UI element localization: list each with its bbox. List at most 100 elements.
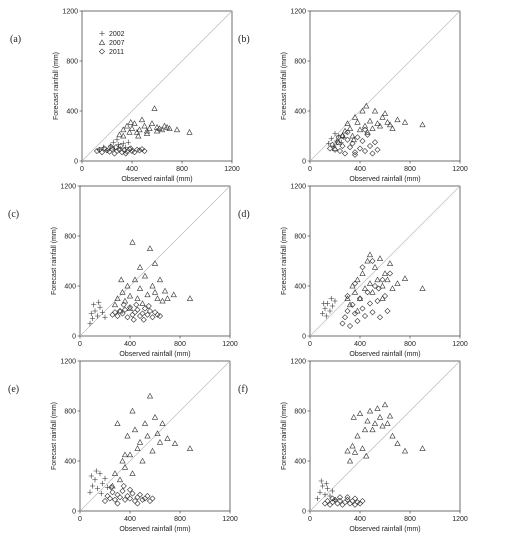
reference-line xyxy=(309,185,461,337)
data-point-2002 xyxy=(114,137,120,143)
data-point-2002 xyxy=(97,470,103,477)
data-point-2002 xyxy=(92,308,98,314)
data-point-2007 xyxy=(151,260,159,266)
data-point-2011 xyxy=(366,300,374,307)
data-point-2002 xyxy=(322,305,328,312)
chart-panel: 0 400 800 1200 0 400 800 1200 Observed rainfall … xyxy=(10,9,240,184)
x-tick-label: 0 xyxy=(308,516,312,523)
data-point-2007 xyxy=(349,442,356,449)
data-point-2007 xyxy=(384,420,391,426)
data-point-2011 xyxy=(109,489,116,496)
x-tick-label: 0 xyxy=(80,166,84,173)
data-point-2011 xyxy=(141,495,149,502)
data-point-2007 xyxy=(386,412,394,419)
data-point-2007 xyxy=(376,255,384,261)
legend-label: 2011 xyxy=(109,49,124,56)
data-point-2002 xyxy=(110,139,116,145)
data-point-2007 xyxy=(354,432,361,439)
data-point-2007 xyxy=(118,276,125,283)
data-point-2002 xyxy=(125,139,131,145)
data-point-2011 xyxy=(140,316,147,323)
data-point-2011 xyxy=(359,497,366,505)
data-point-2007 xyxy=(381,110,389,116)
data-point-2011 xyxy=(346,322,354,330)
data-point-2007 xyxy=(350,414,357,420)
data-point-2007 xyxy=(135,132,142,139)
data-point-2011 xyxy=(121,496,129,503)
data-point-2011 xyxy=(130,316,137,323)
data-point-2011 xyxy=(344,136,351,143)
data-point-2011 xyxy=(136,312,144,320)
data-point-2011 xyxy=(344,496,351,503)
data-point-2002 xyxy=(323,480,329,487)
data-point-2007 xyxy=(384,119,391,125)
data-point-2007 xyxy=(131,276,139,283)
data-point-2011 xyxy=(371,282,379,290)
data-point-2007 xyxy=(363,452,370,459)
data-point-2007 xyxy=(129,239,136,245)
data-point-2007 xyxy=(161,122,168,129)
data-point-2007 xyxy=(128,125,136,131)
x-axis-title: Observed rainfall (mm) xyxy=(119,526,190,533)
data-point-2011 xyxy=(121,306,129,313)
y-tick-label: 1200 xyxy=(60,184,76,191)
data-point-2007 xyxy=(359,270,366,276)
data-point-2011 xyxy=(120,482,127,490)
data-point-2011 xyxy=(108,484,115,491)
x-tick-label: 400 xyxy=(354,516,366,523)
x-tick-label: 1200 xyxy=(224,166,240,173)
data-point-2007 xyxy=(186,445,194,451)
data-point-2011 xyxy=(101,497,109,505)
data-point-2002 xyxy=(104,484,111,490)
data-point-2002 xyxy=(319,483,326,489)
data-point-2007 xyxy=(369,125,376,131)
data-point-2007 xyxy=(346,457,354,464)
data-point-2007 xyxy=(361,285,369,291)
data-point-2007 xyxy=(111,301,119,308)
data-point-2007 xyxy=(120,126,127,133)
y-axis-title: Forecast rainfall (mm) xyxy=(281,52,288,120)
data-point-2011 xyxy=(336,494,344,501)
y-tick-label: 400 xyxy=(64,284,76,291)
chart-panel: 0 400 800 1200 0 400 800 1200 Observed rainfall … xyxy=(8,359,238,534)
data-point-2011 xyxy=(371,139,379,146)
data-point-2011 xyxy=(354,134,361,141)
data-point-2007 xyxy=(159,297,166,304)
y-axis-title: Forecast rainfall (mm) xyxy=(51,402,58,470)
data-point-2007 xyxy=(186,129,193,135)
data-point-2007 xyxy=(361,122,369,129)
data-point-2007 xyxy=(139,457,146,464)
data-point-2011 xyxy=(126,495,134,502)
data-point-2011 xyxy=(369,309,376,316)
data-point-2007 xyxy=(356,410,364,416)
data-point-2007 xyxy=(419,121,426,128)
data-point-2011 xyxy=(101,145,108,152)
data-point-2011 xyxy=(379,276,386,283)
data-point-2002 xyxy=(89,483,96,489)
data-point-2007 xyxy=(109,482,116,489)
data-point-2007 xyxy=(111,470,119,476)
data-point-2007 xyxy=(129,407,136,414)
data-point-2007 xyxy=(151,289,159,295)
data-point-2007 xyxy=(389,432,396,439)
x-tick-label: 1200 xyxy=(452,166,468,173)
data-point-2002 xyxy=(102,475,108,482)
data-point-2011 xyxy=(126,304,134,311)
data-point-2002 xyxy=(317,489,323,495)
data-point-2007 xyxy=(146,125,153,131)
data-point-2011 xyxy=(341,150,349,157)
data-point-2011 xyxy=(149,314,156,321)
data-point-2011 xyxy=(122,150,129,157)
data-point-2011 xyxy=(139,496,146,503)
data-point-2002 xyxy=(96,147,103,153)
data-point-2002 xyxy=(93,468,99,474)
data-point-2002 xyxy=(115,142,121,148)
data-point-2011 xyxy=(339,320,346,327)
data-point-2011 xyxy=(344,307,351,315)
data-point-2007 xyxy=(116,131,123,138)
panel-label: (f) xyxy=(238,384,248,395)
data-point-2007 xyxy=(164,435,171,441)
data-point-2007 xyxy=(134,295,141,301)
panel-label: (b) xyxy=(238,34,250,45)
data-point-2011 xyxy=(329,499,336,506)
